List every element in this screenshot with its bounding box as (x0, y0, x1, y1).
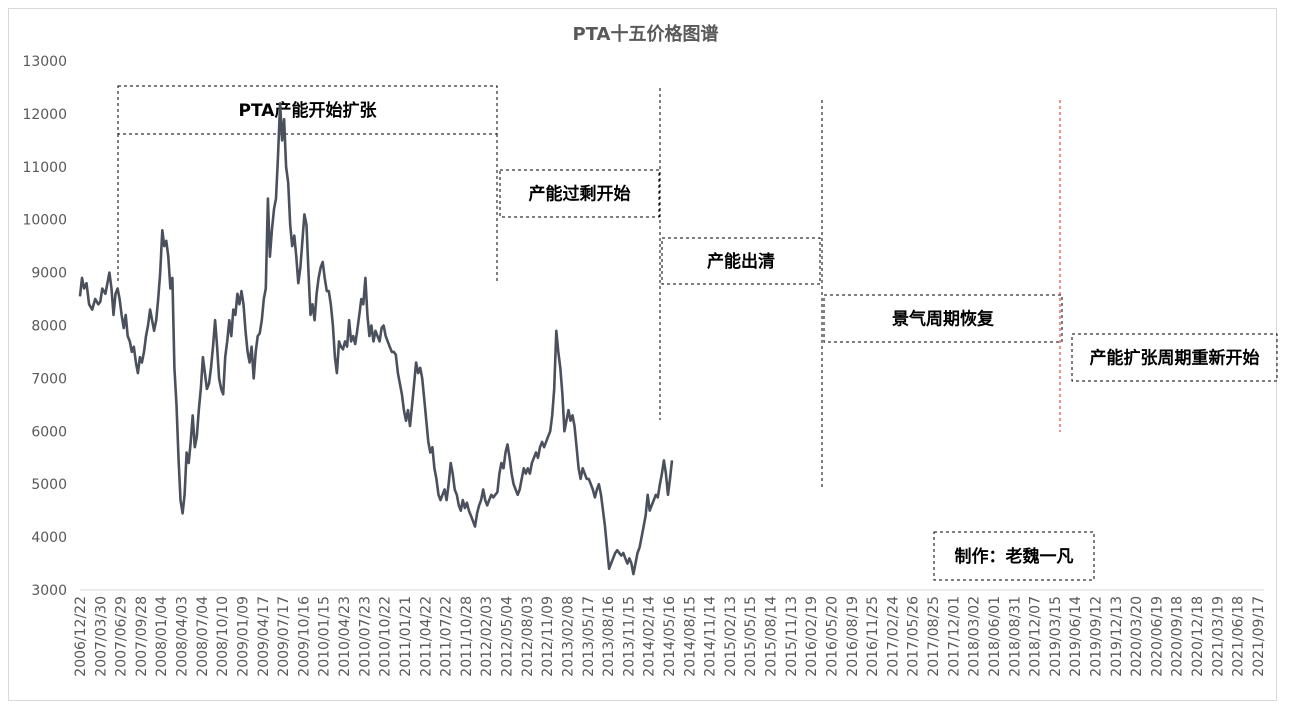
x-tick-label: 2007/06/29 (114, 596, 130, 677)
x-tick-label: 2007/09/28 (134, 596, 150, 677)
x-tick-label: 2015/11/13 (784, 596, 800, 677)
y-tick-label: 12000 (22, 107, 67, 123)
x-tick-label: 2017/12/01 (946, 596, 962, 677)
x-tick-label: 2012/05/04 (500, 596, 516, 677)
x-tick-label: 2018/08/31 (1007, 596, 1023, 677)
x-tick-label: 2019/06/14 (1068, 596, 1084, 677)
x-tick-label: 2010/04/23 (337, 596, 353, 677)
x-tick-label: 2016/11/25 (865, 596, 881, 677)
x-tick-label: 2012/08/03 (520, 596, 536, 677)
annotation-label: 制作：老魏一凡 (955, 546, 1074, 567)
x-tick-label: 2020/09/18 (1170, 596, 1186, 677)
x-tick-label: 2013/05/17 (581, 596, 597, 677)
price-series-line (78, 102, 674, 576)
y-tick-label: 6000 (31, 424, 67, 440)
y-tick-label: 8000 (31, 319, 67, 335)
x-tick-label: 2012/02/03 (479, 596, 495, 677)
annotation-label: 产能扩张周期重新开始 (1090, 348, 1260, 369)
y-tick-label: 4000 (31, 530, 67, 546)
x-tick-label: 2019/12/13 (1109, 596, 1125, 677)
chart-title: PTA十五价格图谱 (572, 24, 719, 45)
x-tick-label: 2017/02/24 (885, 596, 901, 677)
x-tick-label: 2009/07/17 (276, 596, 292, 677)
x-tick-label: 2010/01/15 (317, 596, 333, 677)
annotation-box (499, 169, 660, 218)
x-tick-label: 2009/01/09 (235, 596, 251, 677)
x-tick-label: 2007/03/30 (93, 596, 109, 677)
x-tick-label: 2011/07/22 (439, 596, 455, 677)
x-tick-label: 2020/12/18 (1190, 596, 1206, 677)
x-tick-label: 2017/08/25 (926, 596, 942, 677)
x-tick-label: 2008/04/03 (175, 596, 191, 677)
x-tick-label: 2013/11/15 (621, 596, 637, 677)
x-tick-label: 2016/02/19 (804, 596, 820, 677)
x-tick-label: 2012/11/09 (540, 596, 556, 677)
x-tick-label: 2014/08/15 (682, 596, 698, 677)
y-tick-label: 9000 (31, 266, 67, 282)
y-tick-label: 11000 (22, 160, 67, 176)
x-tick-label: 2021/09/17 (1251, 596, 1267, 677)
x-tick-label: 2006/12/22 (73, 596, 89, 677)
annotation-label: 产能过剩开始 (529, 184, 631, 205)
x-tick-label: 2018/12/07 (1028, 596, 1044, 677)
annotation-box (1071, 333, 1278, 382)
x-tick-label: 2018/03/02 (967, 596, 983, 677)
x-tick-label: 2008/07/04 (195, 596, 211, 677)
annotation-box (661, 237, 821, 285)
x-tick-label: 2013/08/16 (601, 596, 617, 677)
x-tick-label: 2021/03/19 (1210, 596, 1226, 677)
x-tick-label: 2017/05/26 (906, 596, 922, 677)
y-tick-label: 3000 (31, 583, 67, 599)
x-tick-label: 2016/05/20 (824, 596, 840, 677)
x-tick-label: 2013/02/08 (560, 596, 576, 677)
x-tick-label: 2020/03/20 (1129, 596, 1145, 677)
annotation-label: PTA产能开始扩张 (239, 100, 378, 121)
y-tick-label: 13000 (22, 54, 67, 70)
y-tick-label: 5000 (31, 477, 67, 493)
x-tick-label: 2010/07/23 (357, 596, 373, 677)
x-tick-label: 2016/08/19 (845, 596, 861, 677)
x-tick-label: 2015/05/15 (743, 596, 759, 677)
x-tick-label: 2011/10/28 (459, 596, 475, 677)
x-tick-label: 2011/04/22 (418, 596, 434, 677)
x-tick-label: 2009/04/17 (256, 596, 272, 677)
x-tick-label: 2008/01/04 (154, 596, 170, 677)
x-tick-label: 2018/06/01 (987, 596, 1003, 677)
x-tick-label: 2011/01/21 (398, 596, 414, 677)
y-tick-label: 7000 (31, 371, 67, 387)
x-tick-label: 2008/10/10 (215, 596, 231, 677)
annotation-box (933, 531, 1095, 581)
x-tick-label: 2021/06/18 (1231, 596, 1247, 677)
x-tick-label: 2014/11/14 (703, 596, 719, 677)
x-tick-label: 2010/10/22 (378, 596, 394, 677)
annotation-box (823, 294, 1063, 343)
x-tick-label: 2014/02/14 (642, 596, 658, 677)
x-tick-label: 2009/10/16 (296, 596, 312, 677)
annotation-label: 产能出清 (707, 251, 775, 272)
chart-frame (8, 8, 1277, 701)
x-tick-label: 2019/03/15 (1048, 596, 1064, 677)
x-tick-label: 2019/09/12 (1089, 596, 1105, 677)
y-tick-label: 10000 (22, 213, 67, 229)
x-tick-label: 2020/06/19 (1149, 596, 1165, 677)
x-tick-label: 2015/02/13 (723, 596, 739, 677)
annotation-box (117, 85, 498, 135)
x-tick-label: 2014/05/16 (662, 596, 678, 677)
annotation-label: 景气周期恢复 (892, 309, 995, 330)
x-tick-label: 2015/08/14 (764, 596, 780, 677)
